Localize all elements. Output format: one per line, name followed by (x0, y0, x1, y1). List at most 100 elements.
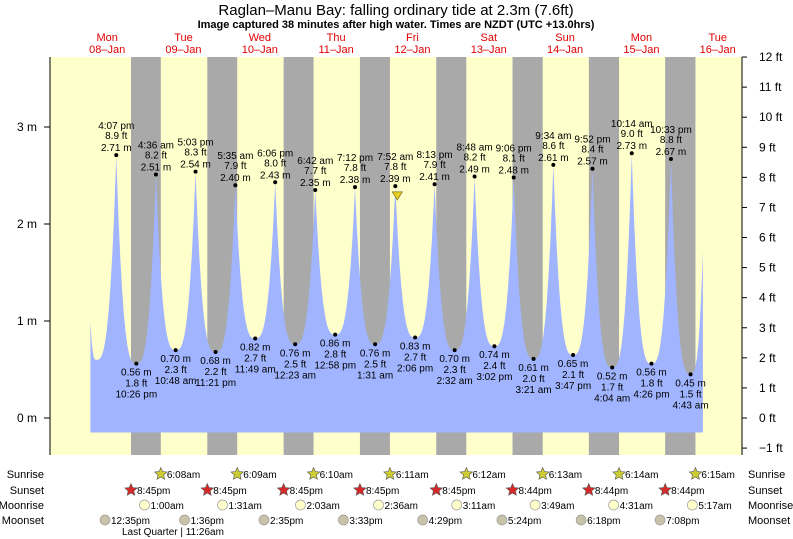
low-tide-ml-label: 0.61 m (518, 363, 549, 374)
low-tide-time-label: 12:58 pm (314, 361, 356, 372)
moonrise-time-label: 5:17am (698, 501, 731, 512)
day-date-label: 14–Jan (547, 44, 583, 56)
low-tide-time-label: 3:47 pm (555, 381, 591, 392)
sunrise-time-label: 6:14am (625, 470, 658, 481)
right-axis-tick-label: −1 ft (759, 441, 783, 455)
low-tide-ml-label: 0.45 m (675, 378, 706, 389)
low-tide-ml-label: 0.70 m (439, 354, 470, 365)
high-tide-time-label: 9:06 pm (496, 143, 532, 154)
right-axis-tick-label: 2 ft (759, 351, 776, 365)
day-date-label: 11–Jan (318, 44, 353, 56)
moonset-time-label: 6:18pm (587, 516, 620, 527)
low-tide-time-label: 10:48 am (155, 376, 197, 387)
high-tide-ft-label: 7.9 ft (224, 161, 246, 172)
right-axis-tick-label: 9 ft (759, 140, 776, 154)
moonrise-time-label: 1:31am (228, 501, 261, 512)
sunset-time-label: 8:45pm (366, 486, 399, 497)
low-tide-point (452, 348, 457, 353)
low-tide-ft-label: 2.7 ft (404, 352, 426, 363)
high-tide-time-label: 5:03 pm (177, 138, 213, 149)
high-tide-time-label: 4:36 am (138, 141, 174, 152)
day-name-label: Sun (555, 32, 575, 44)
moonrise-icon (529, 499, 541, 511)
moonset-icon (179, 514, 190, 526)
moonset-time-label: 3:33pm (349, 516, 382, 527)
moon-phase-label: Last Quarter | 11:26am (122, 527, 224, 538)
moonset-time-label: 7:08pm (666, 516, 699, 527)
high-tide-point (313, 188, 318, 193)
low-tide-ft-label: 2.3 ft (444, 365, 466, 376)
left-axis-tick-label: 3 m (17, 120, 37, 134)
right-axis-tick-label: 11 ft (759, 80, 782, 94)
moonrise-time-label: 3:11am (463, 501, 496, 512)
sunrise-star-icon (612, 466, 626, 480)
high-tide-time-label: 7:52 am (377, 152, 413, 163)
low-tide-ft-label: 2.1 ft (562, 370, 584, 381)
low-tide-point (492, 344, 497, 349)
high-tide-ml-label: 2.67 m (656, 147, 687, 158)
sunrise-star-icon (688, 466, 703, 480)
right-axis-tick-label: 12 ft (759, 50, 783, 64)
chart-title: Raglan–Manu Bay: falling ordinary tide a… (218, 2, 573, 19)
high-tide-time-label: 6:06 pm (257, 148, 293, 159)
low-tide-point (610, 365, 615, 370)
sunset-star-icon (124, 482, 138, 496)
high-tide-point (153, 172, 158, 177)
high-tide-time-label: 10:14 am (611, 119, 653, 130)
high-tide-ml-label: 2.61 m (538, 153, 569, 164)
tide-area (90, 156, 703, 433)
row-label-sunset-right: Sunset (748, 485, 782, 497)
high-tide-ft-label: 8.8 ft (660, 135, 682, 146)
low-tide-ft-label: 2.5 ft (364, 359, 386, 370)
low-tide-ml-label: 0.86 m (320, 339, 351, 350)
high-tide-ml-label: 2.73 m (616, 141, 647, 152)
moonrise-time-label: 1:00am (151, 501, 184, 512)
right-axis-tick-label: 3 ft (759, 321, 776, 335)
high-tide-ml-label: 2.40 m (220, 173, 251, 184)
day-date-label: 15–Jan (623, 44, 659, 56)
sunrise-star-icon (459, 466, 474, 480)
chart-subtitle: Image captured 38 minutes after high wat… (198, 19, 595, 31)
sunrise-star-icon (153, 466, 168, 480)
sunset-star-icon (200, 482, 215, 496)
low-tide-time-label: 4:04 am (594, 394, 630, 405)
low-tide-time-label: 12:23 am (274, 370, 316, 381)
moonset-icon (654, 514, 666, 526)
sunrise-time-label: 6:10am (320, 470, 353, 481)
moonset-time-label: 12:35pm (111, 516, 150, 527)
low-tide-point (333, 332, 338, 337)
high-tide-ft-label: 8.4 ft (581, 145, 603, 156)
high-tide-ft-label: 8.2 ft (463, 152, 485, 163)
high-tide-time-label: 6:42 am (297, 156, 333, 167)
high-tide-ft-label: 9.0 ft (621, 129, 643, 140)
sunset-time-label: 8:45pm (442, 486, 475, 497)
day-date-label: 09–Jan (165, 44, 201, 56)
moonrise-time-label: 2:36am (385, 501, 418, 512)
high-tide-ft-label: 8.0 ft (264, 158, 286, 169)
day-date-label: 08–Jan (89, 44, 125, 56)
low-tide-ft-label: 2.8 ft (324, 350, 346, 361)
high-tide-time-label: 9:52 pm (574, 135, 610, 146)
low-tide-time-label: 10:26 pm (115, 390, 157, 401)
low-tide-point (293, 342, 298, 347)
low-tide-ml-label: 0.65 m (558, 359, 589, 370)
left-axis-tick-label: 0 m (17, 411, 37, 425)
high-tide-ml-label: 2.43 m (260, 170, 291, 181)
high-tide-point (393, 184, 398, 189)
low-tide-ml-label: 0.76 m (360, 348, 391, 359)
high-tide-point (114, 153, 119, 158)
high-tide-time-label: 8:48 am (457, 142, 493, 153)
low-tide-time-label: 11:21 pm (195, 378, 236, 389)
low-tide-time-label: 3:21 am (516, 385, 552, 396)
low-tide-point (213, 350, 218, 355)
sunrise-star-icon (535, 466, 550, 480)
sunset-star-icon (581, 482, 596, 496)
high-tide-time-label: 5:35 am (217, 151, 253, 162)
high-tide-time-label: 9:34 am (535, 131, 571, 142)
low-tide-ft-label: 2.4 ft (483, 361, 505, 372)
sunrise-time-label: 6:12am (472, 470, 505, 481)
sunrise-time-label: 6:08am (167, 470, 200, 481)
high-tide-ft-label: 7.8 ft (384, 162, 406, 173)
row-label-moonrise-left: Moonrise (0, 500, 44, 512)
